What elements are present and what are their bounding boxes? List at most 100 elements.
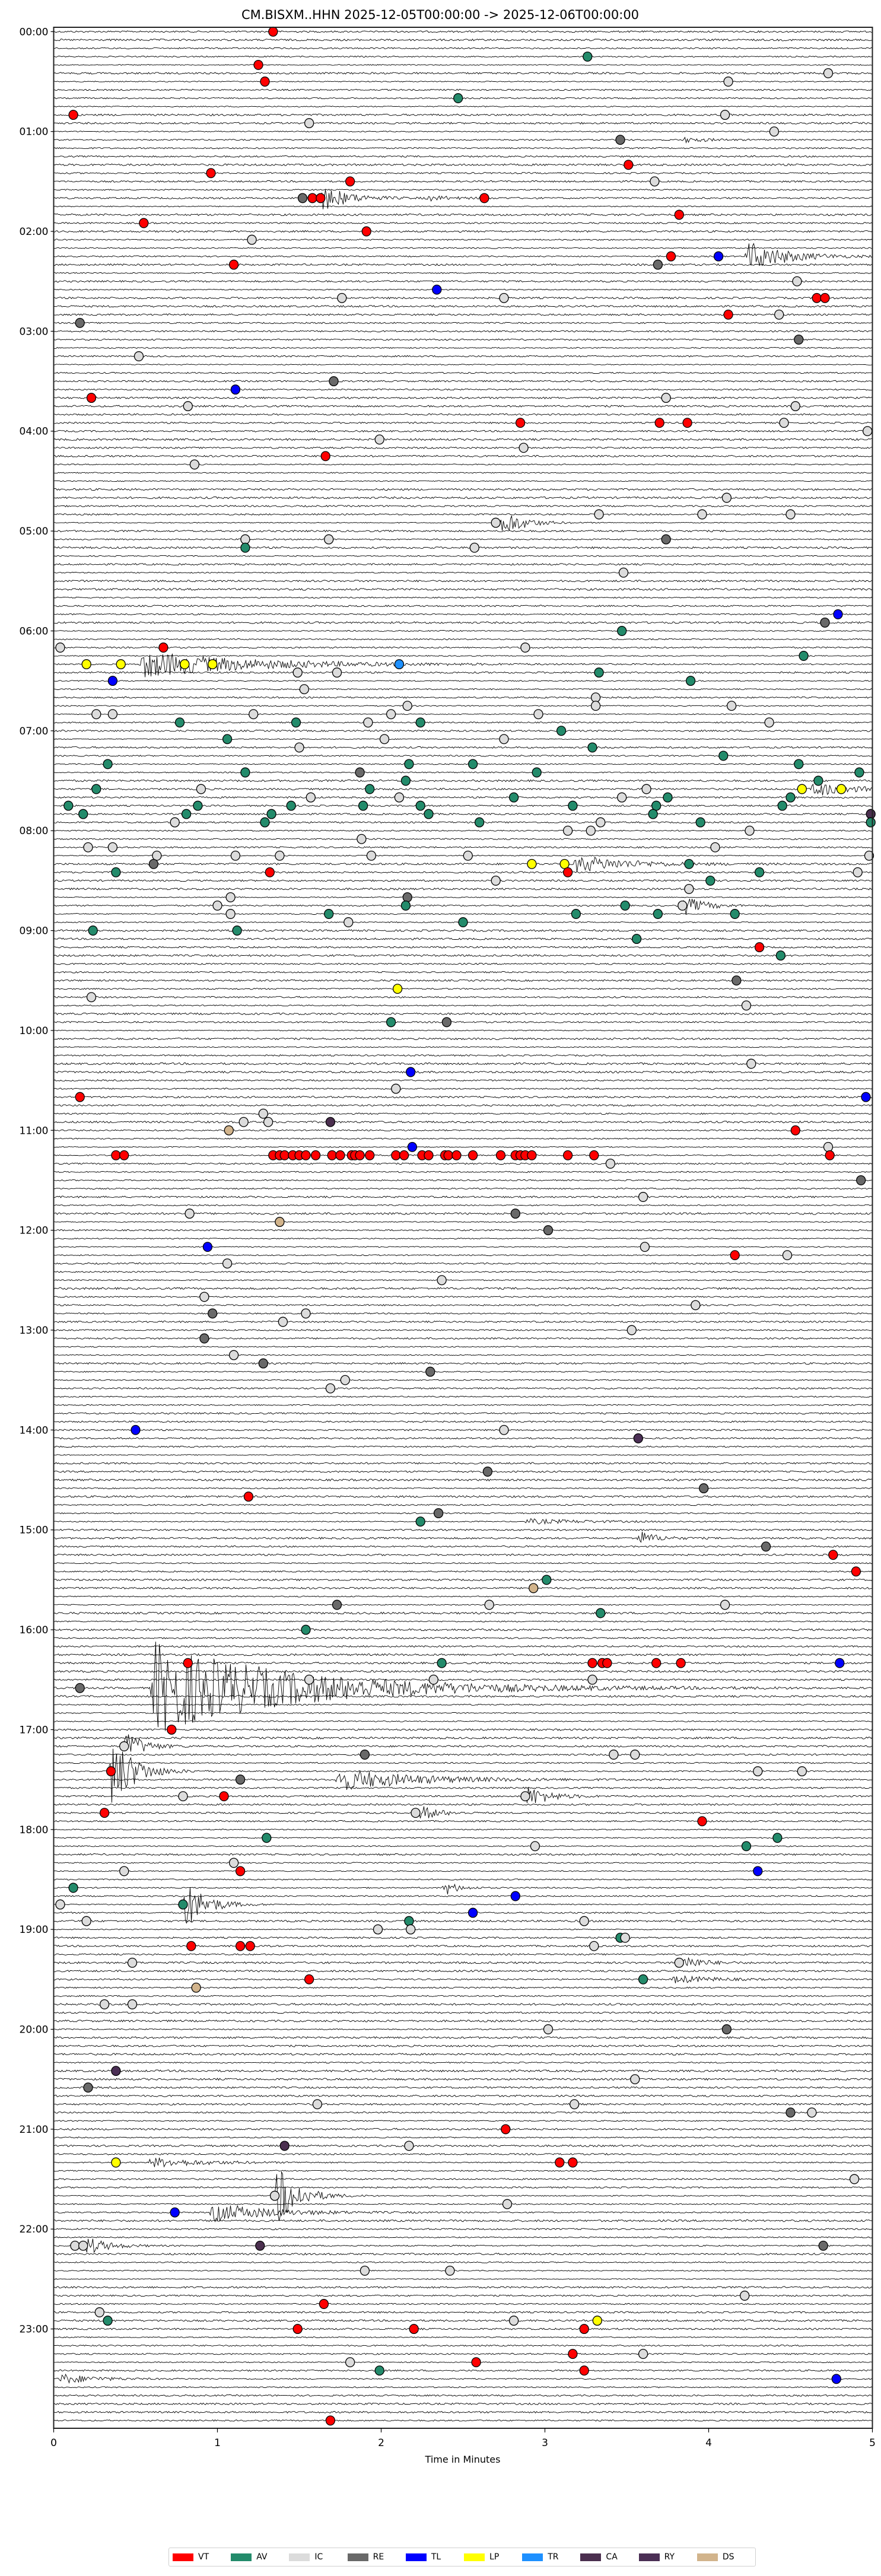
event-marker-ic	[258, 1108, 268, 1119]
trace-row	[53, 871, 873, 874]
trace-row	[53, 2219, 873, 2222]
event-marker-tl	[131, 1424, 141, 1435]
event-marker-tl	[202, 1242, 213, 1252]
event-marker-ic	[863, 426, 873, 437]
legend-label: IC	[314, 2552, 323, 2562]
trace-row	[53, 2078, 873, 2081]
event-marker-vt	[391, 1150, 401, 1160]
event-marker-av	[78, 809, 88, 819]
trace-row	[53, 996, 873, 998]
event-marker-av	[232, 926, 242, 936]
event-marker-vt	[568, 2157, 578, 2168]
trace-row	[53, 180, 873, 183]
event-marker-vt	[562, 867, 573, 877]
event-marker-ic	[228, 1350, 239, 1360]
trace-row	[53, 1970, 873, 1973]
trace-row	[53, 962, 873, 965]
event-marker-av	[111, 867, 121, 877]
event-marker-lp	[836, 784, 847, 794]
trace-row	[53, 2319, 873, 2322]
event-marker-lp	[81, 659, 91, 670]
y-tick-label: 00:00	[20, 26, 49, 38]
trace-row	[53, 779, 873, 783]
trace-row	[53, 1512, 873, 1515]
trace-row	[53, 954, 873, 957]
event-marker-av	[91, 784, 101, 794]
event-marker-lp	[116, 659, 126, 670]
trace-row	[53, 1828, 873, 1831]
event-marker-ic	[640, 1242, 650, 1252]
event-marker-ic	[720, 1599, 730, 1610]
event-marker-ic	[562, 825, 573, 836]
trace-row	[53, 1678, 873, 1681]
y-tick-label: 08:00	[20, 825, 49, 837]
legend-swatch	[231, 2553, 252, 2561]
legend-item-lp: LP	[464, 2552, 522, 2562]
event-marker-ic	[753, 1766, 763, 1777]
trace-row	[53, 1246, 873, 1248]
y-tick-label: 02:00	[20, 226, 49, 238]
event-marker-av	[286, 800, 296, 811]
event-marker-vt	[243, 1491, 254, 1502]
event-marker-ic	[740, 2291, 750, 2301]
event-marker-vt	[304, 1974, 314, 1985]
event-marker-av	[424, 809, 434, 819]
trace-row	[53, 1642, 873, 1731]
event-marker-vt	[730, 1250, 740, 1261]
trace-row	[53, 1604, 873, 1606]
event-marker-ca	[866, 809, 876, 819]
y-tick-label: 03:00	[20, 326, 49, 338]
trace-row	[53, 322, 873, 325]
trace-row	[53, 646, 873, 649]
trace-row	[53, 879, 873, 882]
event-marker-ic	[790, 401, 800, 412]
event-marker-ic	[345, 2357, 355, 2368]
event-marker-av	[467, 759, 478, 769]
event-marker-ic	[445, 2265, 455, 2276]
trace-row	[53, 2311, 873, 2314]
trace-row	[53, 2294, 873, 2297]
trace-row	[53, 621, 873, 624]
trace-row	[53, 829, 873, 832]
event-marker-ic	[684, 883, 694, 894]
trace-row	[53, 472, 873, 474]
trace-row	[53, 1586, 873, 1590]
trace-row	[53, 2086, 873, 2089]
trace-row	[53, 613, 873, 616]
event-marker-vt	[361, 226, 371, 237]
event-marker-av	[508, 792, 519, 803]
trace-row	[53, 1320, 873, 1324]
event-marker-av	[301, 1624, 311, 1635]
event-marker-ic	[590, 701, 601, 711]
trace-row	[53, 513, 873, 516]
event-marker-re	[83, 2082, 93, 2093]
trace-row	[53, 1312, 873, 1315]
event-marker-vt	[589, 1150, 599, 1160]
event-marker-av	[695, 817, 705, 828]
trace-row	[53, 47, 873, 50]
trace-row	[53, 771, 873, 774]
event-marker-av	[532, 767, 542, 778]
event-marker-ic	[691, 1300, 701, 1311]
event-marker-ic	[641, 784, 651, 794]
event-marker-vt	[820, 292, 830, 303]
trace-row	[53, 446, 873, 449]
trace-row	[53, 688, 873, 691]
trace-row	[53, 1162, 873, 1165]
event-marker-ic	[650, 176, 660, 187]
event-marker-ic	[374, 434, 384, 445]
event-marker-av	[772, 1833, 783, 1843]
event-marker-ic	[674, 1957, 684, 1968]
event-marker-re	[615, 135, 625, 145]
x-tick-label: 2	[378, 2437, 384, 2449]
event-marker-vt	[245, 1941, 255, 1951]
event-marker-tl	[753, 1866, 763, 1877]
event-marker-av	[556, 726, 567, 736]
legend-swatch	[464, 2553, 485, 2561]
event-marker-av	[63, 800, 74, 811]
event-marker-ic	[469, 542, 479, 553]
x-tick-label: 4	[705, 2437, 712, 2449]
event-marker-ic	[864, 850, 874, 861]
event-marker-ic	[774, 309, 784, 320]
